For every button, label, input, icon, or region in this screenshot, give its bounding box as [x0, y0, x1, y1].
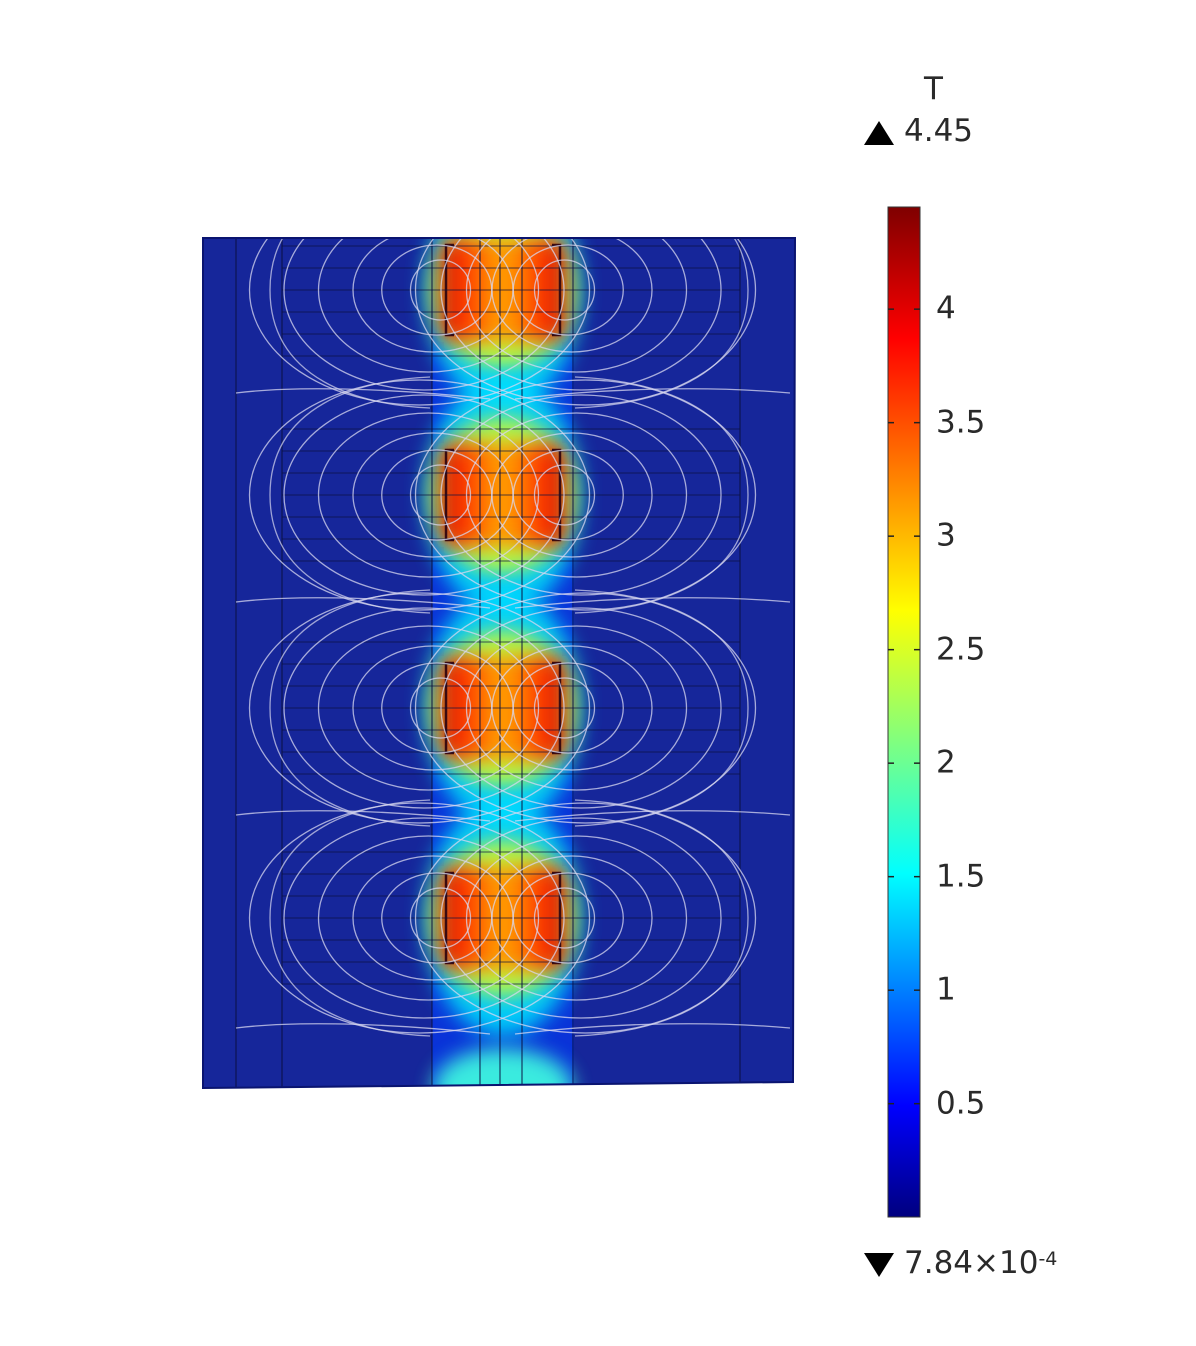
contour-right: [491, 855, 653, 981]
contour-right: [533, 887, 596, 949]
contour-right: [414, 592, 757, 824]
colorbar-max-label: 4.45: [864, 116, 973, 147]
contour-outer-right: [574, 589, 749, 827]
colorbar-tick-label: 0.5: [936, 1085, 986, 1122]
contour-right: [414, 379, 757, 611]
contour-right: [465, 238, 688, 373]
contour-right: [440, 607, 722, 809]
contour-separator: [235, 597, 791, 609]
contour-separator: [235, 388, 791, 400]
colorbar-max-value: 4.45: [904, 113, 974, 149]
contour-right: [440, 238, 722, 391]
contour-separator: [235, 810, 791, 822]
max-triangle-icon: [864, 120, 894, 145]
colorbar-tick-label: 3: [936, 517, 956, 554]
colorbar-tick-label: 1: [936, 971, 956, 1008]
contour-left: [283, 238, 565, 391]
field-region: [202, 237, 797, 1090]
colorbar-tick-label: 1.5: [936, 858, 986, 895]
contour-right: [414, 802, 757, 1034]
contour-left: [317, 625, 540, 791]
contour-left: [409, 259, 472, 321]
contour-right: [491, 645, 653, 771]
colorbar: [887, 206, 921, 1218]
contour-right: [533, 464, 596, 526]
colorbar-tick-label: 2: [936, 744, 956, 781]
contour-outer-left: [269, 238, 431, 409]
contour-outer-left: [269, 799, 431, 1037]
colorbar-tick-label: 3.5: [936, 404, 986, 441]
contour-left: [317, 412, 540, 578]
contour-right: [533, 259, 596, 321]
contour-right: [533, 677, 596, 739]
contour-right: [414, 238, 757, 406]
field-contours: [235, 238, 791, 1037]
contour-left: [248, 379, 591, 611]
contour-outer-left: [269, 589, 431, 827]
contour-right: [465, 625, 688, 791]
colorbar-ticks: [888, 308, 920, 1105]
contour-outer-right: [574, 238, 749, 409]
contour-left: [352, 238, 514, 353]
colorbar-min-mantissa: 7.84×10: [904, 1245, 1039, 1281]
contour-left: [248, 238, 591, 406]
contour-left: [317, 238, 540, 373]
contour-separator: [235, 1023, 791, 1035]
contour-left: [352, 855, 514, 981]
colorbar-scale: [887, 206, 921, 1218]
contour-left: [352, 432, 514, 558]
contour-right: [465, 412, 688, 578]
contour-right: [491, 432, 653, 558]
colorbar-tick-label: 4: [936, 290, 956, 327]
contour-outer-right: [574, 799, 749, 1037]
contour-right: [465, 835, 688, 1001]
contour-left: [317, 835, 540, 1001]
contour-left: [283, 817, 565, 1019]
contour-left: [352, 645, 514, 771]
contour-outer-left: [269, 376, 431, 614]
min-triangle-icon: [864, 1252, 894, 1277]
contour-left: [409, 887, 472, 949]
contour-left: [409, 677, 472, 739]
plot-outline: [202, 237, 797, 1090]
colorbar-unit: T: [924, 71, 943, 107]
colorbar-tick-label: 2.5: [936, 631, 986, 668]
contour-outer-right: [574, 376, 749, 614]
contour-left: [409, 464, 472, 526]
contour-left: [248, 592, 591, 824]
colorbar-min-label: 7.84×10-4: [864, 1248, 1057, 1279]
contour-left: [283, 394, 565, 596]
contour-left: [248, 802, 591, 1034]
contour-right: [440, 394, 722, 596]
contour-right: [491, 238, 653, 353]
pole-partial: [433, 1048, 573, 1088]
colorbar-min-exponent: -4: [1038, 1248, 1058, 1270]
contour-left: [283, 607, 565, 809]
contour-right: [440, 817, 722, 1019]
